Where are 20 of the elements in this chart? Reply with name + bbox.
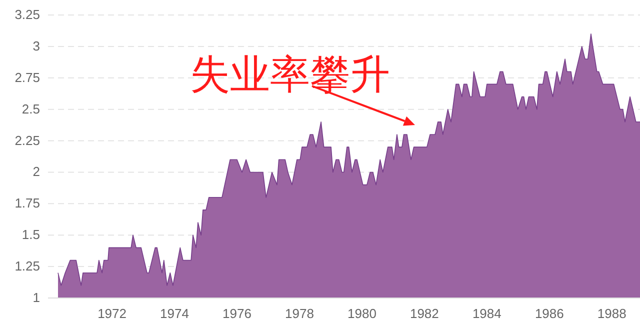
x-tick-label: 1976 (222, 306, 252, 321)
y-tick-label: 1.25 (14, 258, 40, 274)
y-tick-label: 2.25 (14, 132, 40, 148)
y-tick-label: 2 (32, 164, 40, 180)
x-tick-label: 1984 (472, 306, 502, 321)
y-tick-label: 1 (32, 290, 40, 305)
x-tick-label: 1974 (160, 306, 189, 321)
y-tick-label: 3 (32, 38, 40, 54)
x-tick-label: 1978 (285, 306, 314, 321)
y-tick-label: 1.5 (22, 227, 40, 242)
y-tick-label: 2.75 (14, 70, 40, 85)
x-tick-label: 1982 (410, 306, 439, 321)
y-tick-label: 1.75 (14, 196, 40, 211)
y-tick-label: 2.5 (22, 101, 40, 116)
x-tick-label: 1986 (534, 306, 564, 321)
x-tick-label: 1972 (98, 306, 127, 321)
y-tick-label: 3.25 (14, 7, 40, 22)
x-tick-label: 1980 (348, 306, 376, 321)
annotation: 失业率攀升 (190, 52, 390, 98)
x-tick-label: 1988 (597, 306, 626, 321)
